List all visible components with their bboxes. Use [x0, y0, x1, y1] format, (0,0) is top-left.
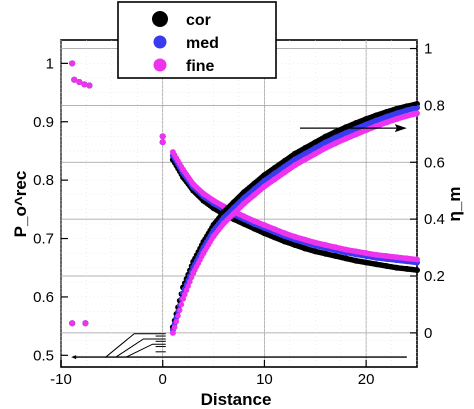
point-fine [69, 320, 76, 327]
x-tick-label: 0 [159, 371, 167, 388]
point-fine [86, 82, 93, 89]
point-cor [414, 267, 420, 274]
geometry-sketch [71, 333, 407, 360]
point-fine-dense [181, 291, 188, 298]
y-right-tick-label: 0.6 [424, 154, 445, 171]
x-axis-title: Distance [201, 390, 272, 409]
y-left-tick-label: 1 [46, 55, 54, 72]
point-fine-dense [187, 278, 193, 285]
x-tick-label: -10 [50, 371, 72, 388]
point-fine-dense [175, 313, 181, 319]
point-fine-dense [176, 307, 183, 313]
point-fine [71, 76, 78, 83]
point-fine [159, 139, 166, 146]
point-fine [414, 256, 420, 263]
y-right-tick-label: 0.8 [424, 97, 445, 114]
point-fine [81, 81, 88, 88]
point-fine [82, 320, 89, 327]
point-fine-dense [183, 287, 190, 294]
x-tick-label: 20 [358, 371, 375, 388]
legend-marker-fine [153, 58, 167, 72]
legend-label-cor: cor [186, 12, 211, 29]
y-right-axis-label: η_m [445, 187, 464, 222]
legend-label-fine: fine [186, 58, 215, 75]
y-left-axis-label: P_o^rec [11, 171, 30, 238]
point-fine [414, 110, 420, 117]
point-fine-dense [178, 301, 185, 308]
y-right-axis-title: η_m [445, 187, 464, 222]
y-right-tick-label: 0.2 [424, 268, 445, 285]
legend-marker-med [153, 35, 167, 49]
point-fine-dense [185, 283, 191, 289]
point-fine-dense [173, 318, 180, 325]
y-right-tick-label: 1 [424, 41, 432, 58]
y-right-tick-label: 0 [424, 325, 432, 342]
series-cor-left [69, 60, 420, 327]
legend: cor med fine [117, 1, 277, 79]
series-layer [69, 60, 420, 336]
y-left-tick-label: 0.5 [33, 347, 54, 364]
legend-marker-cor [152, 11, 168, 27]
geometry-arrowhead [71, 355, 77, 360]
point-fine [76, 79, 83, 86]
y-left-axis-title: P_o^rec [11, 171, 30, 238]
point-fine-dense [171, 324, 178, 330]
y-left-tick-label: 0.6 [33, 289, 54, 306]
geometry-outline [115, 338, 166, 358]
geometry-outline [105, 333, 166, 358]
y-left-tick-label: 0.9 [33, 114, 54, 131]
point-fine [159, 133, 166, 140]
point-fine [69, 60, 76, 67]
annotation-arrow-head [394, 124, 407, 133]
legend-label-med: med [186, 35, 219, 52]
geometry-outline [125, 343, 166, 358]
legend-box [117, 1, 277, 79]
y-right-tick-label: 0.4 [424, 211, 445, 228]
annotation-layer [300, 124, 407, 133]
x-tick-label: 10 [256, 371, 273, 388]
y-left-tick-label: 0.8 [33, 172, 54, 189]
point-med [414, 104, 420, 111]
point-fine [169, 329, 176, 336]
y-left-tick-label: 0.7 [33, 231, 54, 248]
